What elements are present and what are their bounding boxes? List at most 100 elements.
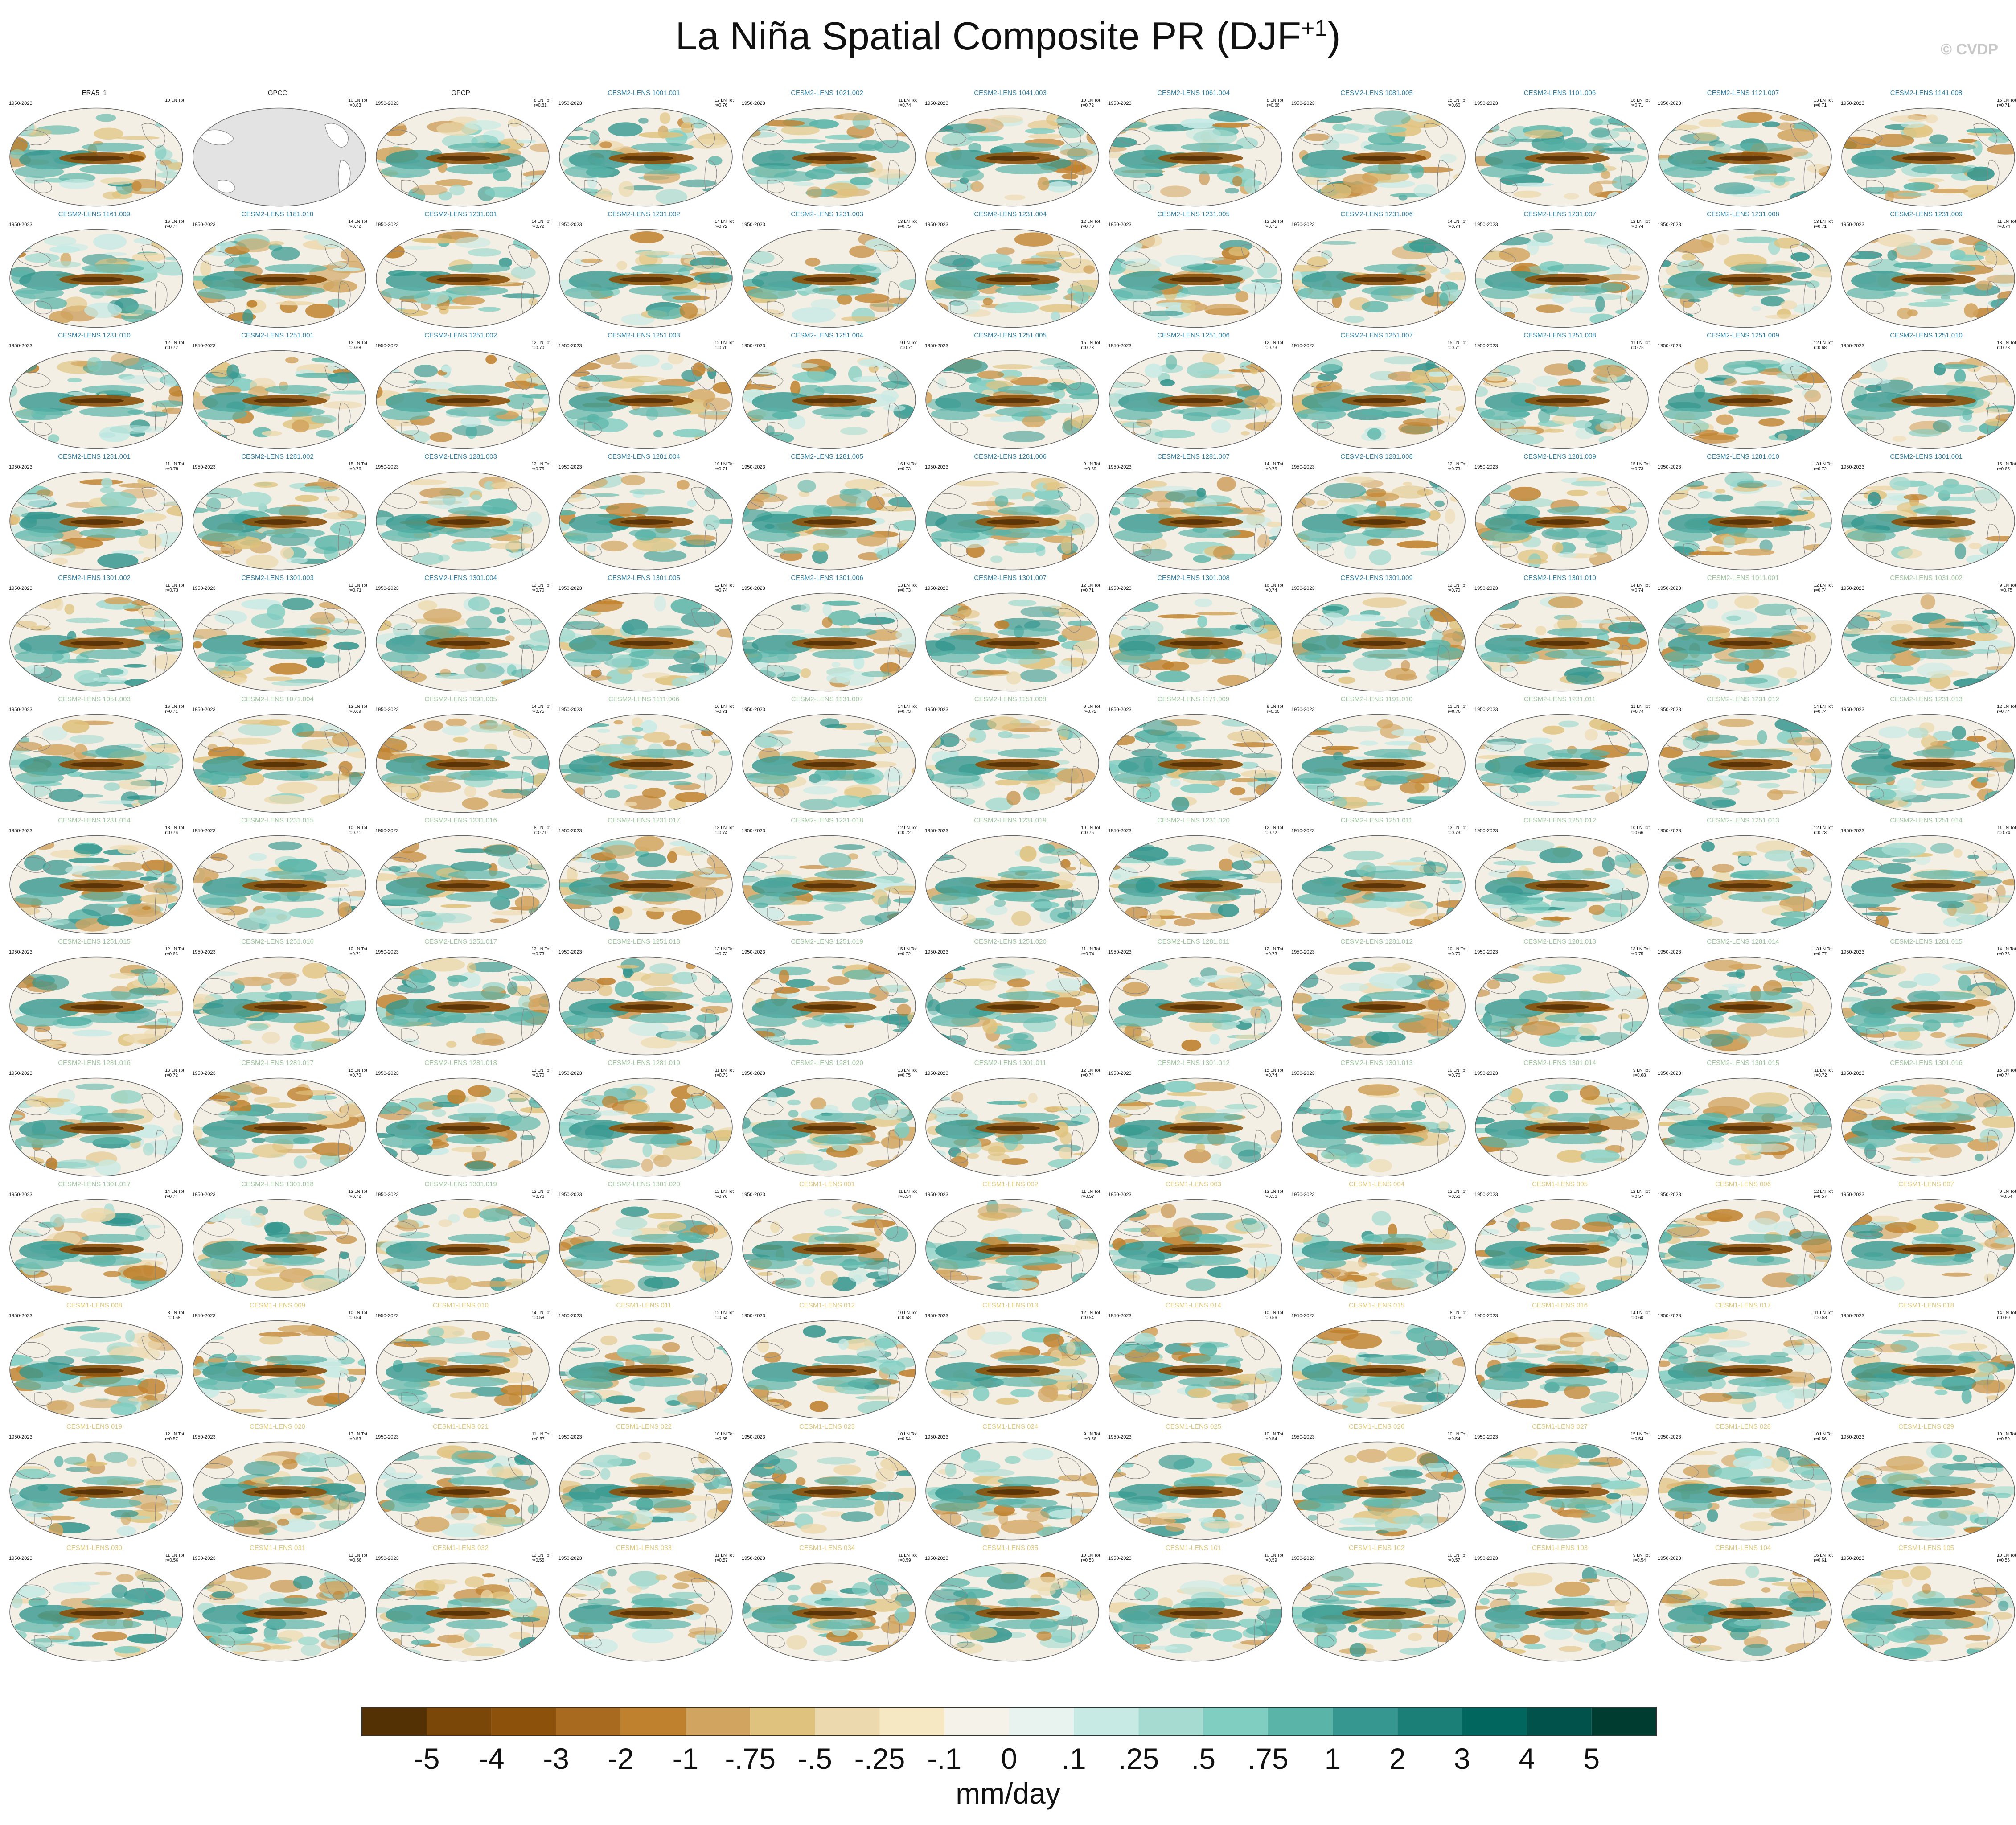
panel-map <box>1109 229 1282 328</box>
panel-map <box>1292 1077 1466 1177</box>
panel-years: 1950-2023 <box>1658 707 1681 712</box>
map-panel: CESM2-LENS 1281.016 1950-2023 13 LN Tot r=… <box>3 1059 186 1180</box>
panel-event-count: 15 LN Tot r=0.70 <box>348 1068 367 1078</box>
panel-map <box>1292 956 1466 1056</box>
panel-map <box>925 1199 1099 1298</box>
panel-map <box>742 1562 916 1662</box>
panel-title: CESM2-LENS 1021.002 <box>791 89 863 97</box>
panel-years: 1950-2023 <box>1291 1192 1315 1197</box>
panel-title: CESM2-LENS 1231.011 <box>1523 695 1596 703</box>
panel-title: CESM1-LENS 017 <box>1715 1302 1771 1309</box>
title-superscript: +1 <box>1301 15 1328 41</box>
panel-years: 1950-2023 <box>9 464 33 470</box>
panel-years: 1950-2023 <box>925 707 948 712</box>
map-panel: CESM1-LENS 020 1950-2023 13 LN Tot r=0.53 <box>186 1423 369 1543</box>
panel-event-count: 12 LN Tot r=0.70 <box>1081 219 1100 229</box>
map-panel: CESM2-LENS 1301.016 1950-2023 15 LN Tot r=… <box>1835 1059 2016 1180</box>
panel-map <box>376 835 550 934</box>
panel-map <box>9 1441 183 1541</box>
map-panel: CESM2-LENS 1251.013 1950-2023 12 LN Tot r=… <box>1651 817 1835 937</box>
panel-map <box>925 835 1099 934</box>
map-panel: CESM1-LENS 027 1950-2023 15 LN Tot r=0.54 <box>1468 1423 1651 1543</box>
panel-title: CESM1-LENS 003 <box>1165 1180 1222 1188</box>
panel-map <box>1841 1199 2015 1298</box>
panel-event-count: 10 LN Tot r=0.71 <box>714 462 734 472</box>
panel-years: 1950-2023 <box>192 828 216 834</box>
panel-map <box>9 592 183 692</box>
panel-years: 1950-2023 <box>742 1435 765 1440</box>
panel-map <box>376 1320 550 1419</box>
panel-title: CESM1-LENS 018 <box>1898 1302 1954 1309</box>
panel-years: 1950-2023 <box>558 1313 582 1319</box>
map-panel: CESM2-LENS 1151.008 1950-2023 9 LN Tot r=0… <box>919 695 1102 816</box>
panel-event-count: 15 LN Tot r=0.74 <box>1997 1068 2016 1078</box>
panel-title: CESM2-LENS 1251.005 <box>974 332 1047 339</box>
map-panel: CESM2-LENS 1251.003 1950-2023 12 LN Tot r=… <box>552 332 735 452</box>
map-panel: CESM2-LENS 1231.001 1950-2023 14 LN Tot r=… <box>369 210 552 331</box>
panel-map <box>1658 229 1832 328</box>
panel-title: CESM1-LENS 105 <box>1898 1544 1954 1552</box>
panel-event-count: 15 LN Tot r=0.76 <box>348 462 367 472</box>
panel-map <box>1292 1441 1466 1541</box>
panel-title: CESM2-LENS 1281.014 <box>1707 938 1779 945</box>
panel-event-count: 8 LN Tot r=0.58 <box>167 1311 184 1320</box>
panel-title: CESM1-LENS 020 <box>249 1423 306 1430</box>
map-panel: CESM2-LENS 1301.008 1950-2023 16 LN Tot r=… <box>1102 574 1285 695</box>
panel-event-count: 12 LN Tot r=0.72 <box>165 341 184 350</box>
map-panel: CESM2-LENS 1281.003 1950-2023 13 LN Tot r=… <box>369 453 552 573</box>
panel-years: 1950-2023 <box>9 707 33 712</box>
panel-years: 1950-2023 <box>1658 1192 1681 1197</box>
panel-event-count: 13 LN Tot r=0.73 <box>1447 826 1466 835</box>
panel-map <box>1292 1199 1466 1298</box>
panel-years: 1950-2023 <box>1474 586 1498 591</box>
panel-title: CESM2-LENS 1011.001 <box>1707 574 1779 582</box>
map-panel: CESM1-LENS 003 1950-2023 13 LN Tot r=0.56 <box>1102 1180 1285 1301</box>
map-panel: CESM2-LENS 1281.004 1950-2023 10 LN Tot r=… <box>552 453 735 573</box>
panel-title: CESM2-LENS 1251.019 <box>791 938 863 945</box>
map-panel: CESM1-LENS 105 1950-2023 10 LN Tot r=0.56 <box>1835 1544 2016 1665</box>
panel-title: CESM2-LENS 1121.007 <box>1707 89 1779 97</box>
panel-title: CESM2-LENS 1281.012 <box>1340 938 1413 945</box>
panel-event-count: 12 LN Tot r=0.70 <box>531 341 550 350</box>
panel-map <box>1841 1441 2015 1541</box>
panel-title: CESM2-LENS 1251.012 <box>1523 817 1596 824</box>
panel-map <box>925 1320 1099 1419</box>
panel-map <box>1292 350 1466 449</box>
panel-event-count: 14 LN Tot r=0.74 <box>165 1189 184 1199</box>
panel-event-count: 10 LN Tot r=0.72 <box>1081 98 1100 108</box>
panel-title: CESM2-LENS 1251.015 <box>58 938 131 945</box>
map-panel: CESM1-LENS 002 1950-2023 11 LN Tot r=0.57 <box>919 1180 1102 1301</box>
panel-title: CESM1-LENS 031 <box>249 1544 306 1552</box>
panel-years: 1950-2023 <box>1291 828 1315 834</box>
title-text: La Niña Spatial Composite PR (DJF <box>675 14 1302 58</box>
panel-years: 1950-2023 <box>1291 1313 1315 1319</box>
panel-years: 1950-2023 <box>1474 707 1498 712</box>
panel-title: CESM2-LENS 1231.004 <box>974 210 1047 218</box>
panel-event-count: 10 LN Tot r=0.55 <box>714 1432 734 1442</box>
map-panel: CESM2-LENS 1231.004 1950-2023 12 LN Tot r=… <box>919 210 1102 331</box>
panel-title: CESM2-LENS 1281.008 <box>1340 453 1413 460</box>
panel-title: CESM1-LENS 024 <box>982 1423 1039 1430</box>
panel-event-count: 13 LN Tot r=0.69 <box>348 704 367 714</box>
panel-years: 1950-2023 <box>375 464 399 470</box>
panel-years: 1950-2023 <box>375 1313 399 1319</box>
map-panel: CESM1-LENS 035 1950-2023 10 LN Tot r=0.53 <box>919 1544 1102 1665</box>
map-panel: CESM1-LENS 012 1950-2023 10 LN Tot r=0.58 <box>735 1302 919 1422</box>
panel-years: 1950-2023 <box>925 1192 948 1197</box>
map-panel: CESM1-LENS 023 1950-2023 10 LN Tot r=0.54 <box>735 1423 919 1543</box>
panel-event-count: 10 LN Tot r=0.66 <box>1630 826 1650 835</box>
panel-map <box>742 835 916 934</box>
map-panel: CESM2-LENS 1281.001 1950-2023 11 LN Tot r=… <box>3 453 186 573</box>
panel-title: CESM2-LENS 1251.020 <box>974 938 1047 945</box>
panel-title: CESM2-LENS 1231.012 <box>1707 695 1779 703</box>
panel-years: 1950-2023 <box>192 949 216 955</box>
map-panel: CESM2-LENS 1301.013 1950-2023 10 LN Tot r=… <box>1285 1059 1468 1180</box>
panel-event-count: 15 LN Tot r=0.74 <box>1264 1068 1283 1078</box>
panel-map <box>1841 229 2015 328</box>
panel-event-count: 13 LN Tot r=0.73 <box>531 947 550 957</box>
panel-years: 1950-2023 <box>1841 343 1864 349</box>
panel-years: 1950-2023 <box>925 1435 948 1440</box>
map-panel: CESM2-LENS 1011.001 1950-2023 12 LN Tot r=… <box>1651 574 1835 695</box>
panel-years: 1950-2023 <box>9 1192 33 1197</box>
panel-years: 1950-2023 <box>558 222 582 227</box>
